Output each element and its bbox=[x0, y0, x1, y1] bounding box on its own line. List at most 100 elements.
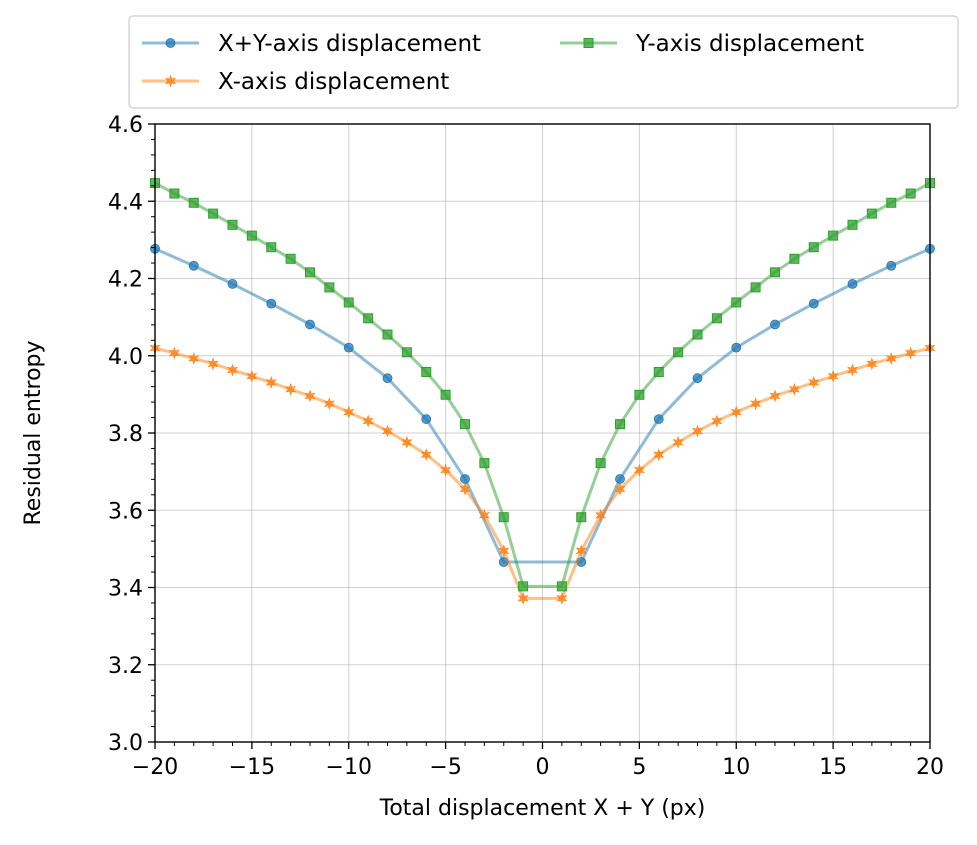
data-point bbox=[615, 474, 625, 484]
data-point bbox=[420, 448, 432, 461]
data-point bbox=[905, 188, 916, 199]
data-point bbox=[847, 279, 858, 289]
data-point bbox=[517, 591, 529, 605]
data-point bbox=[731, 297, 742, 308]
y-tick-label: 4.4 bbox=[108, 190, 143, 215]
data-point bbox=[673, 347, 684, 358]
data-point bbox=[207, 357, 219, 371]
data-point bbox=[750, 282, 761, 293]
data-point bbox=[343, 405, 355, 419]
legend-item: Y-axis displacement bbox=[560, 31, 864, 57]
data-point bbox=[208, 208, 219, 219]
data-point bbox=[770, 267, 780, 278]
data-point bbox=[246, 369, 258, 383]
data-point bbox=[633, 463, 645, 477]
data-point bbox=[866, 208, 877, 219]
legend-label: X-axis displacement bbox=[218, 69, 449, 95]
data-point bbox=[615, 419, 625, 430]
data-point bbox=[343, 342, 354, 353]
x-tick-label: 15 bbox=[819, 755, 847, 780]
data-point bbox=[556, 591, 568, 605]
data-point bbox=[169, 188, 180, 199]
data-point bbox=[730, 405, 742, 419]
data-point bbox=[246, 230, 257, 241]
data-point bbox=[731, 342, 742, 353]
series-line bbox=[154, 181, 931, 588]
data-point bbox=[343, 297, 354, 308]
data-point bbox=[227, 219, 238, 230]
data-point bbox=[518, 581, 529, 592]
y-tick-label: 4.6 bbox=[108, 113, 143, 138]
data-point bbox=[305, 267, 315, 278]
data-point bbox=[672, 435, 684, 449]
x-tick-label: −20 bbox=[132, 755, 178, 780]
y-axis: 3.0 3.2 3.4 3.6 3.8 4.0 4.2 4.4 4.6 bbox=[108, 113, 155, 756]
series-layer bbox=[149, 178, 936, 605]
data-point bbox=[478, 508, 490, 522]
data-point bbox=[498, 544, 510, 558]
data-point bbox=[576, 512, 587, 523]
data-point bbox=[653, 366, 664, 377]
series-line bbox=[154, 346, 931, 600]
data-point bbox=[827, 369, 839, 383]
data-point bbox=[285, 382, 297, 396]
data-point bbox=[886, 260, 897, 271]
data-point bbox=[227, 279, 238, 289]
series-star bbox=[149, 341, 936, 605]
data-point bbox=[575, 544, 587, 558]
x-tick-label: −15 bbox=[229, 755, 275, 780]
data-point bbox=[440, 389, 451, 400]
data-point bbox=[595, 508, 607, 522]
data-point bbox=[460, 419, 470, 430]
y-tick-label: 3.2 bbox=[108, 654, 143, 679]
data-point bbox=[188, 197, 199, 208]
data-point bbox=[789, 253, 800, 264]
data-point bbox=[188, 352, 200, 365]
y-tick-label: 3.4 bbox=[108, 577, 143, 602]
data-point bbox=[305, 319, 315, 330]
data-point bbox=[653, 414, 664, 424]
data-point bbox=[265, 376, 277, 389]
data-point bbox=[188, 260, 199, 271]
data-point bbox=[711, 414, 723, 428]
data-point bbox=[808, 376, 820, 389]
data-point bbox=[459, 482, 471, 496]
data-point bbox=[750, 397, 762, 411]
x-tick-label: 5 bbox=[632, 755, 646, 780]
y-tick-label: 4.2 bbox=[108, 268, 143, 293]
data-point bbox=[885, 352, 897, 365]
data-point bbox=[381, 424, 394, 438]
data-point bbox=[691, 424, 704, 438]
data-point bbox=[692, 373, 703, 384]
y-tick-label: 4.0 bbox=[108, 345, 143, 370]
series-square bbox=[150, 178, 935, 592]
legend-item: X+Y-axis displacement bbox=[142, 31, 481, 57]
data-point bbox=[401, 347, 412, 358]
y-tick-label: 3.0 bbox=[108, 731, 143, 756]
data-point bbox=[808, 242, 819, 253]
data-point bbox=[421, 414, 432, 424]
y-tick-label: 3.6 bbox=[108, 499, 143, 524]
y-tick-label: 3.8 bbox=[108, 422, 143, 447]
data-point bbox=[788, 382, 800, 396]
data-point bbox=[556, 581, 567, 592]
data-point bbox=[460, 474, 470, 484]
y-axis-label: Residual entropy bbox=[21, 340, 46, 525]
legend-marker bbox=[165, 38, 176, 48]
data-point bbox=[905, 346, 917, 360]
x-tick-label: 10 bbox=[722, 755, 750, 780]
data-point bbox=[866, 357, 878, 371]
legend-label: X+Y-axis displacement bbox=[218, 31, 481, 57]
data-point bbox=[846, 363, 859, 377]
data-point bbox=[498, 512, 509, 523]
data-point bbox=[653, 448, 665, 461]
x-tick-label: 20 bbox=[916, 755, 944, 780]
data-point bbox=[711, 313, 722, 324]
data-point bbox=[266, 242, 277, 253]
data-point bbox=[363, 313, 374, 324]
x-tick-label: −5 bbox=[429, 755, 461, 780]
data-point bbox=[382, 329, 393, 340]
data-point bbox=[362, 414, 374, 428]
